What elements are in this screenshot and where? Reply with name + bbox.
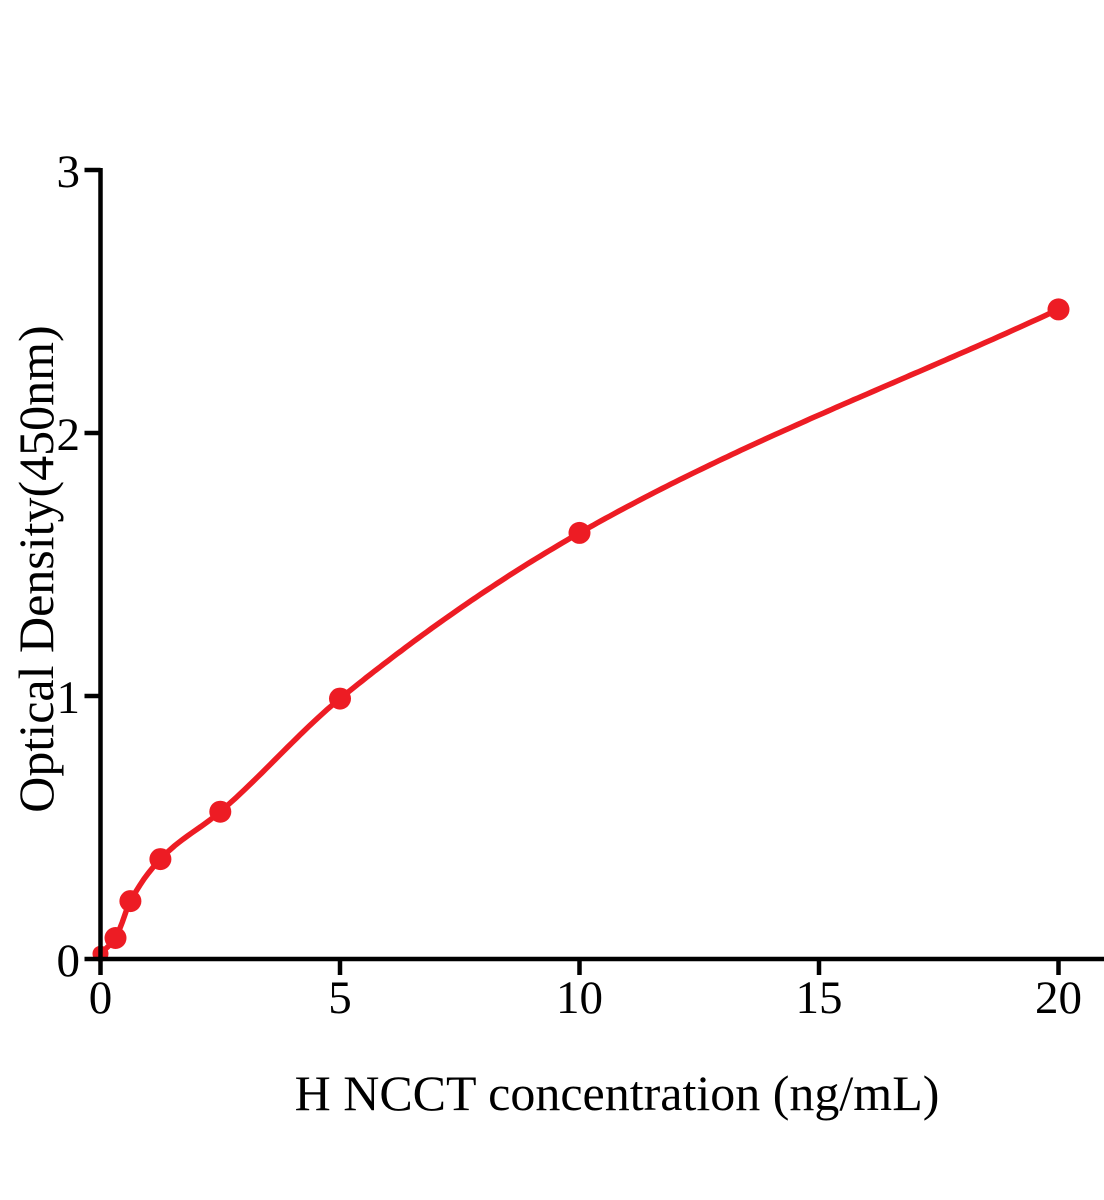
data-point [329, 687, 351, 710]
x-tick-label: 0 [89, 972, 113, 1024]
x-tick-label: 20 [1035, 972, 1082, 1024]
data-point [1047, 298, 1070, 321]
x-tick-label: 5 [328, 972, 352, 1024]
x-tick-label: 15 [796, 972, 843, 1024]
axis-layer: 0 5 10 15 20 0 1 2 3 [57, 146, 1104, 1024]
y-axis-title: Optical Density(450nm) [8, 325, 64, 812]
x-axis-title: H NCCT concentration (ng/mL) [295, 1065, 940, 1121]
data-point [209, 800, 232, 823]
data-point [149, 848, 172, 871]
data-point [568, 521, 591, 544]
y-tick-label: 1 [57, 672, 81, 724]
y-tick-label: 2 [57, 409, 81, 461]
y-tick-label: 0 [57, 935, 81, 987]
data-point [119, 890, 142, 913]
data-point [104, 927, 127, 949]
y-tick-label: 3 [57, 146, 81, 198]
fit-curve [97, 306, 1062, 957]
x-tick-label: 10 [556, 972, 603, 1024]
plot-layer [92, 298, 1070, 962]
